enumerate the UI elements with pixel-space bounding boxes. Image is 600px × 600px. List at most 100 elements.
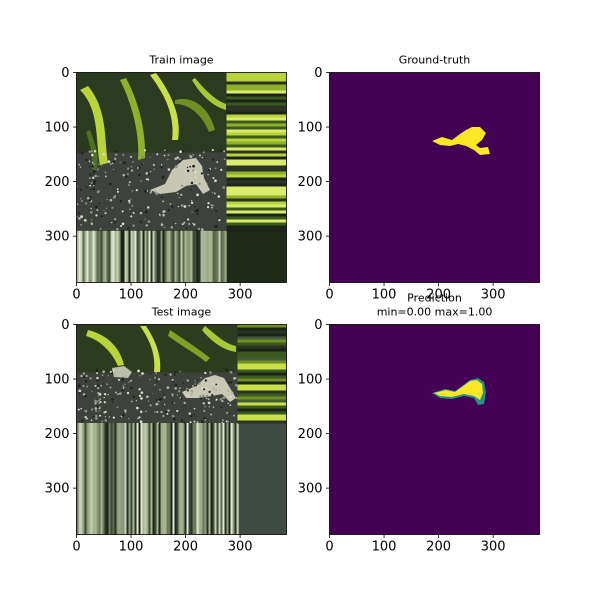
- gravel-grain: [164, 403, 166, 406]
- gravel-grain: [167, 409, 170, 412]
- gravel-grain: [93, 179, 97, 183]
- stretch-stripe-v: [184, 422, 187, 535]
- stretch-stripe-v: [138, 422, 141, 535]
- stretch-stripe-h: [237, 399, 287, 403]
- stretch-stripe-v: [112, 230, 115, 283]
- gravel-grain: [122, 154, 125, 156]
- gravel-grain: [96, 372, 99, 375]
- stretch-stripe-h: [226, 126, 287, 130]
- stretch-stripe-h: [226, 156, 287, 160]
- gravel-grain: [86, 196, 90, 200]
- gravel-grain: [186, 169, 190, 173]
- x-tick-label: 100: [119, 540, 144, 555]
- stretch-stripe-v: [146, 230, 149, 283]
- gravel-grain: [128, 417, 130, 420]
- gravel-grain: [155, 402, 159, 406]
- gravel-grain: [173, 373, 176, 376]
- gravel-grain: [126, 167, 130, 170]
- gravel-grain: [167, 168, 171, 171]
- stretch-stripe-h: [226, 204, 287, 208]
- gravel-grain: [104, 171, 107, 174]
- gravel-grain: [194, 176, 197, 179]
- stretch-stripe-v: [222, 230, 225, 283]
- gravel-grain: [200, 377, 202, 379]
- stretch-stripe-v: [190, 422, 193, 535]
- axes-layer: 0 100 200 300 0 100 200 300 Train image 0 100 200 30…: [45, 54, 540, 555]
- gravel-grain: [114, 150, 117, 153]
- gravel-grain: [112, 168, 115, 171]
- stretch-stripe-v: [80, 422, 83, 535]
- gravel-grain: [190, 393, 193, 396]
- gravel-grain: [98, 406, 101, 409]
- stretch-stripe-v: [108, 422, 111, 535]
- stretch-stripe-v: [162, 230, 165, 283]
- gravel-grain: [94, 417, 97, 419]
- stretch-stripe-h: [237, 417, 287, 421]
- stretch-stripe-v: [102, 422, 105, 535]
- gravel-grain: [132, 211, 135, 214]
- stretch-stripe-v: [226, 422, 229, 535]
- gravel-grain: [80, 151, 84, 155]
- gravel-grain: [156, 153, 159, 156]
- stretch-stripe-h: [237, 339, 287, 343]
- gravel-grain: [144, 218, 147, 220]
- gravel-grain: [155, 371, 158, 374]
- stretch-stripe-h: [226, 117, 287, 121]
- gravel-grain: [196, 379, 198, 381]
- gravel-grain: [161, 175, 165, 179]
- gravel-grain: [135, 400, 138, 402]
- stretch-stripe-v: [82, 230, 85, 283]
- stretch-stripe-h: [226, 192, 287, 196]
- gravel-grain: [157, 378, 160, 381]
- gravel-grain: [229, 404, 232, 407]
- gravel-grain: [170, 226, 173, 229]
- gravel-grain: [141, 155, 144, 159]
- gravel-grain: [203, 388, 206, 391]
- gravel-grain: [189, 155, 193, 159]
- stretch-stripe-h: [226, 207, 287, 211]
- gravel-grain: [234, 383, 238, 387]
- stretch-stripe-h: [226, 78, 287, 82]
- x-tick-label: 0: [72, 288, 80, 303]
- gravel-grain: [106, 383, 108, 385]
- stretch-stripe-v: [206, 230, 209, 283]
- gravel-grain: [186, 379, 189, 382]
- gravel-grain: [214, 225, 218, 228]
- x-tick-label: 200: [426, 540, 451, 555]
- stretch-stripe-v: [200, 422, 203, 535]
- gravel-grain: [208, 390, 211, 394]
- gravel-grain: [185, 387, 188, 390]
- gravel-grain: [196, 213, 199, 216]
- gravel-grain: [124, 411, 127, 414]
- stretch-stripe-h: [226, 105, 287, 109]
- stretch-stripe-h: [237, 366, 287, 370]
- stretch-stripe-v: [120, 230, 123, 283]
- gravel-grain: [121, 222, 125, 226]
- gravel-grain: [212, 158, 215, 161]
- train-leaf-6: [192, 78, 226, 110]
- gravel-grain: [229, 412, 231, 415]
- gravel-grain: [123, 161, 126, 165]
- gravel-grain: [218, 219, 221, 222]
- y-tick-label: 0: [61, 318, 69, 333]
- stretch-stripe-v: [144, 422, 147, 535]
- y-tick-label: 0: [314, 66, 322, 81]
- gravel-grain: [109, 198, 113, 202]
- gravel-grain: [189, 165, 192, 168]
- stretch-stripe-v: [140, 230, 143, 283]
- stretch-stripe-v: [222, 422, 225, 535]
- gravel-grain: [130, 198, 132, 200]
- gravel-grain: [171, 205, 174, 208]
- stretch-stripe-v: [128, 230, 131, 283]
- stretch-stripe-v: [148, 422, 151, 535]
- gravel-grain: [206, 183, 208, 185]
- gravel-grain: [180, 419, 184, 422]
- gravel-grain: [160, 410, 163, 414]
- gravel-grain: [112, 162, 114, 165]
- gravel-grain: [140, 410, 143, 414]
- gravel-grain: [230, 391, 234, 395]
- gravel-grain: [197, 227, 201, 231]
- gravel-grain: [109, 386, 112, 389]
- stretch-stripe-v: [216, 422, 219, 535]
